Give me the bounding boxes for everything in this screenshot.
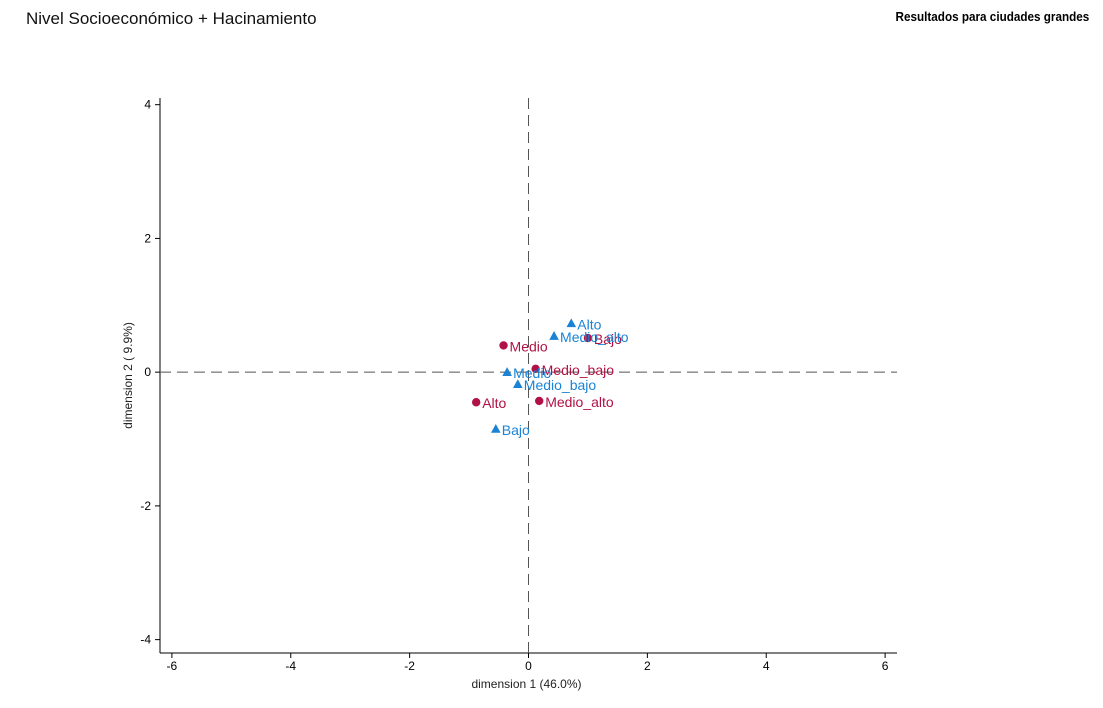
- y-tick-label: 4: [144, 98, 151, 112]
- y-tick-label: 0: [144, 365, 151, 379]
- chart-title: Nivel Socioeconómico + Hacinamiento: [26, 9, 317, 28]
- point-label: Medio: [510, 338, 548, 354]
- x-tick-label: -4: [285, 659, 296, 673]
- point-label: Bajo: [594, 331, 622, 347]
- point-label: Medio_alto: [560, 329, 629, 345]
- point-marker-circle: [471, 398, 481, 407]
- point-label: Medio_alto: [545, 394, 614, 410]
- point-label: Alto: [482, 395, 506, 411]
- point-marker-circle: [583, 333, 593, 343]
- point-marker-triangle: [566, 318, 577, 328]
- point-marker-circle: [499, 341, 508, 350]
- point-label: Alto: [577, 316, 601, 332]
- point-marker-triangle: [502, 367, 512, 376]
- y-tick-label: -4: [140, 633, 151, 647]
- chart-subtitle: Resultados para ciudades grandes: [895, 9, 1089, 24]
- x-axis-label: dimension 1 (46.0%): [471, 677, 581, 691]
- x-tick-label: 2: [644, 659, 651, 673]
- point-marker-circle: [531, 364, 540, 374]
- x-tick-label: -6: [167, 659, 178, 673]
- y-axis-label: dimension 2 ( 9.9%): [121, 322, 135, 429]
- y-tick-label: -2: [140, 499, 151, 513]
- x-tick-label: -2: [404, 659, 415, 673]
- point-label: Medio: [513, 365, 551, 381]
- x-tick-label: 0: [525, 659, 532, 673]
- y-tick-label: 2: [144, 231, 151, 245]
- point-label: Bajo: [502, 422, 530, 438]
- point-marker-triangle: [491, 423, 501, 433]
- point-marker-circle: [534, 396, 544, 406]
- x-tick-label: 4: [763, 659, 770, 673]
- point-label: Medio_bajo: [524, 377, 597, 393]
- point-label: Medio_bajo: [542, 362, 615, 378]
- point-marker-triangle: [513, 379, 523, 388]
- point-marker-triangle: [549, 331, 559, 340]
- x-tick-label: 6: [882, 659, 889, 673]
- reference-lines: [160, 98, 897, 653]
